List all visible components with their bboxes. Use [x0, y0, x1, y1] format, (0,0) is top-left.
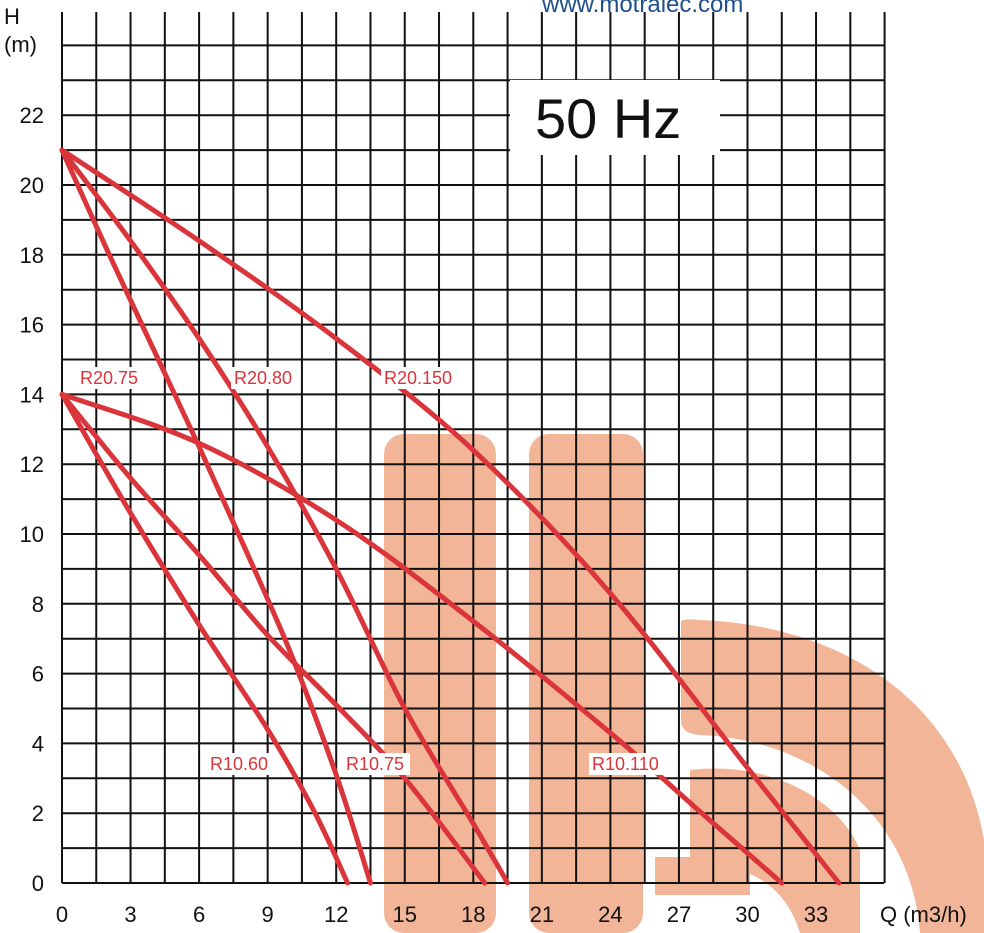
x-tick-label: 6	[193, 902, 205, 927]
series-labels: R20.75 R20.80 R20.150 R10.60 R10.75 R10.110	[77, 367, 667, 775]
x-tick-labels: 0 3 6 9 12 15 18 21 24 27 30 33	[56, 902, 828, 927]
y-tick-label: 2	[32, 801, 44, 826]
y-tick-label: 10	[20, 522, 44, 547]
series-label-text: R10.60	[210, 754, 268, 774]
x-tick-label: 18	[461, 902, 485, 927]
series-label-background	[343, 753, 410, 775]
x-tick-label: 15	[393, 902, 417, 927]
curve-r20-75	[59, 147, 373, 886]
y-tick-label: 18	[20, 243, 44, 268]
series-label-text: R20.150	[384, 368, 452, 388]
x-tick-label: 27	[667, 902, 691, 927]
x-tick-label: 24	[598, 902, 622, 927]
x-tick-label: 12	[324, 902, 348, 927]
y-tick-label: 6	[32, 662, 44, 687]
y-tick-label: 8	[32, 592, 44, 617]
y-axis-unit: (m)	[4, 32, 37, 57]
watermark-logo	[384, 434, 984, 933]
y-tick-label: 16	[20, 313, 44, 338]
x-tick-label: 9	[262, 902, 274, 927]
y-tick-label: 12	[20, 452, 44, 477]
chart-title: 50 Hz	[535, 87, 681, 150]
series-label-background	[381, 367, 459, 389]
series-label-background	[589, 753, 667, 775]
y-tick-label: 14	[20, 382, 44, 407]
y-axis-label: H	[4, 4, 20, 29]
series-label-r10-60: R10.60	[207, 753, 274, 775]
x-tick-label: 33	[804, 902, 828, 927]
y-tick-label: 0	[32, 871, 44, 896]
curve-r20-150	[59, 147, 842, 886]
curve-r10-75	[59, 391, 488, 886]
curves	[59, 147, 842, 886]
x-tick-label: 30	[735, 902, 759, 927]
grid	[61, 12, 886, 884]
series-label-r10-75: R10.75	[343, 753, 410, 775]
x-axis-label: Q (m3/h)	[880, 902, 967, 927]
series-label-background	[77, 367, 144, 389]
curve-r10-110	[59, 391, 785, 886]
x-tick-label: 0	[56, 902, 68, 927]
series-label-text: R20.75	[80, 368, 138, 388]
x-tick-label: 21	[530, 902, 554, 927]
series-label-background	[231, 367, 298, 389]
series-label-text: R20.80	[234, 368, 292, 388]
series-label-background	[207, 753, 274, 775]
series-label-text: R10.75	[346, 754, 404, 774]
series-label-r10-110: R10.110	[589, 753, 667, 775]
y-tick-labels: 0 2 4 6 8 10 12 14 16 18 20 22	[20, 103, 44, 896]
curve-r10-60	[59, 391, 351, 886]
y-tick-label: 20	[20, 173, 44, 198]
series-label-r20-75: R20.75	[77, 367, 144, 389]
y-tick-label: 4	[32, 731, 44, 756]
x-tick-label: 3	[124, 902, 136, 927]
website-url: www.motralec.com	[541, 0, 743, 18]
series-label-text: R10.110	[592, 754, 659, 774]
y-tick-label: 22	[20, 103, 44, 128]
curve-r20-80	[59, 147, 511, 886]
series-label-r20-80: R20.80	[231, 367, 298, 389]
series-label-r20-150: R20.150	[381, 367, 459, 389]
title-box	[510, 80, 720, 155]
